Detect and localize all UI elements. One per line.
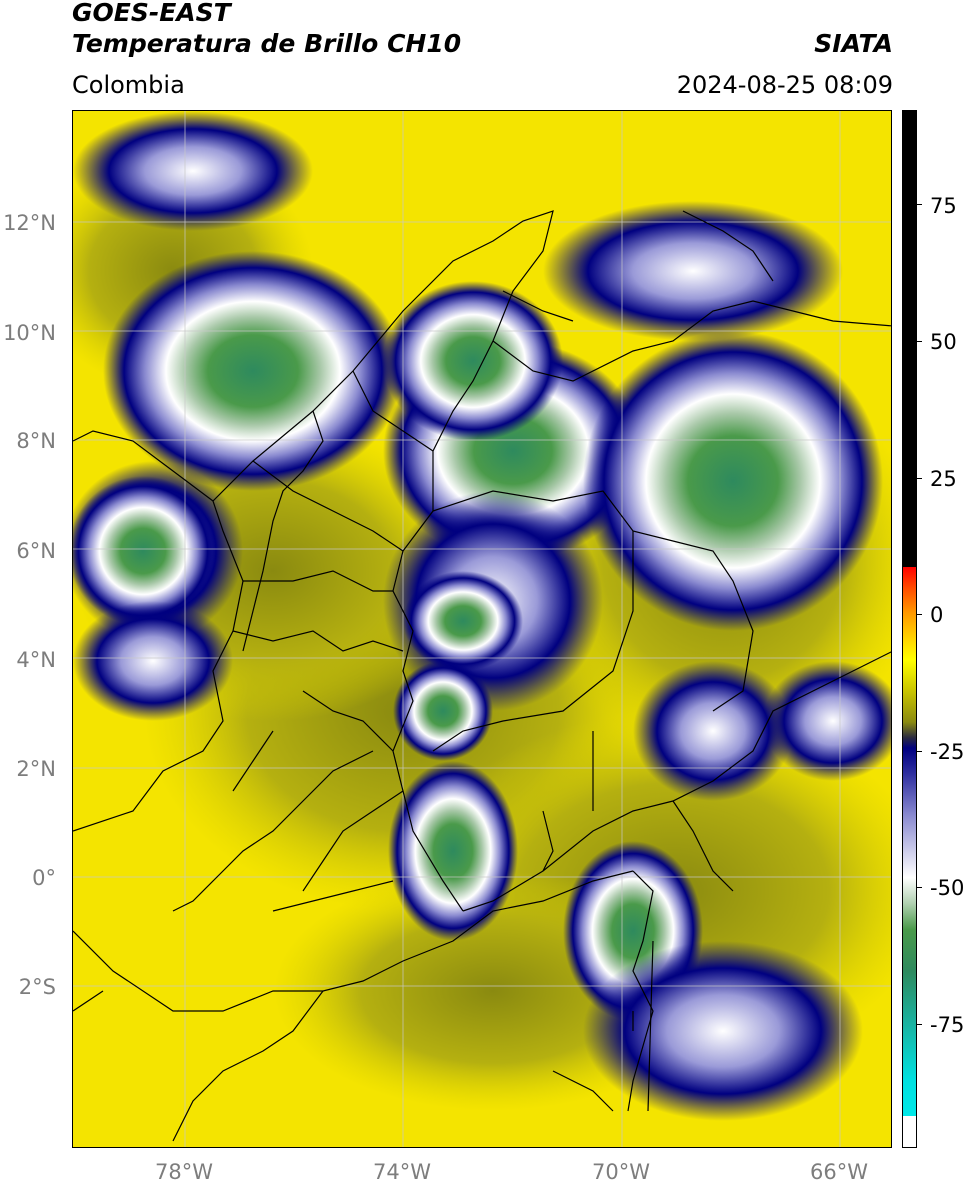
region-name: Colombia [72, 71, 185, 99]
lon-label-66w: 66°W [810, 1160, 868, 1184]
map-title: GOES-EAST Temperatura de Brillo CH10 [72, 0, 461, 59]
colorbar-tick [917, 478, 922, 479]
colorbar-label-75: 75 [930, 194, 957, 218]
organization-name: SIATA [814, 29, 893, 58]
satellite-map[interactable] [72, 110, 892, 1148]
colorbar-label-neg50: -50 [930, 876, 965, 900]
colorbar-label-neg75: -75 [930, 1013, 965, 1037]
temperature-colorbar [902, 110, 917, 1148]
colorbar-tick [917, 887, 922, 888]
colorbar-label-50: 50 [930, 330, 957, 354]
lat-label-0: 0° [32, 866, 56, 890]
graticule [73, 111, 891, 1147]
colorbar-tick [917, 341, 922, 342]
colorbar-tick [917, 614, 922, 615]
product-name: Temperatura de Brillo CH10 [72, 29, 462, 58]
lat-label-12n: 12°N [3, 211, 56, 235]
colorbar-label-0: 0 [930, 603, 944, 627]
lat-label-6n: 6°N [16, 539, 56, 563]
satellite-name: GOES-EAST [72, 0, 231, 27]
colorbar-tick [917, 204, 922, 205]
lat-label-4n: 4°N [16, 648, 56, 672]
colorbar-label-neg25: -25 [930, 740, 965, 764]
colorbar-label-25: 25 [930, 467, 957, 491]
lat-label-2n: 2°N [16, 757, 56, 781]
colorbar-tick [917, 1024, 922, 1025]
lon-label-78w: 78°W [155, 1160, 213, 1184]
lon-label-74w: 74°W [373, 1160, 431, 1184]
lat-label-10n: 10°N [3, 321, 56, 345]
map-canvas [73, 111, 891, 1147]
lat-label-2s: 2°S [18, 975, 56, 999]
lat-label-8n: 8°N [16, 429, 56, 453]
lon-label-70w: 70°W [592, 1160, 650, 1184]
colorbar-tick [917, 751, 922, 752]
cold-cloud-layer [73, 111, 891, 1121]
country-borders [73, 210, 891, 1142]
timestamp: 2024-08-25 08:09 [676, 71, 893, 99]
